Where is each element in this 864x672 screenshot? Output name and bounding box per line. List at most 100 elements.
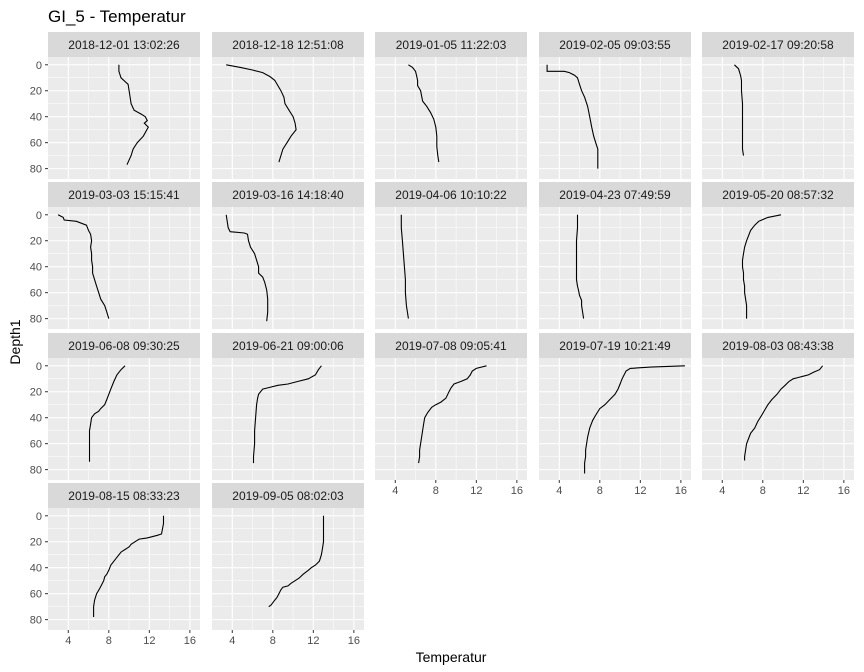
facet-panel: 2019-04-23 07:49:59 (539, 182, 691, 329)
panel-background (539, 207, 691, 329)
x-tick-label: 8 (433, 485, 439, 497)
facet-strip-label: 2019-07-08 09:05:41 (395, 339, 507, 353)
facet-strip-label: 2019-03-16 14:18:40 (232, 188, 344, 202)
facet-strip (702, 32, 854, 57)
facet-strip (48, 483, 200, 508)
facet-strip (48, 32, 200, 57)
panel-background (375, 57, 527, 179)
facet-strip-label: 2019-08-03 08:43:38 (722, 339, 834, 353)
facet-panel: 2019-02-17 09:20:58 (702, 32, 854, 179)
panel-background (48, 207, 200, 329)
y-tick-label: 20 (30, 236, 42, 248)
facet-strip (212, 483, 364, 508)
y-tick-label: 40 (30, 563, 42, 575)
y-tick-label: 20 (30, 387, 42, 399)
temperature-profile-line (252, 365, 322, 464)
facet-strip-label: 2019-06-08 09:30:25 (68, 339, 180, 353)
facet-panel: 2019-06-08 09:30:25 0 20 40 60 80 (30, 333, 200, 480)
x-tick-label: 16 (348, 635, 360, 647)
temperature-profile-line (741, 214, 782, 319)
x-tick-label: 4 (556, 485, 562, 497)
y-tick-label: 60 (30, 138, 42, 150)
x-tick-label: 8 (760, 485, 766, 497)
x-tick-label: 16 (511, 485, 523, 497)
facet-panel: 2019-08-15 08:33:23 0 20 40 60 80 4 8 12 16 (30, 483, 200, 647)
temperature-profile-line (546, 64, 599, 169)
facet-strip-label: 2019-02-05 09:03:55 (559, 38, 671, 52)
panel-background (375, 207, 527, 329)
y-tick-label: 60 (30, 288, 42, 300)
temperature-profile-line (400, 214, 409, 319)
y-tick-label: 80 (30, 465, 42, 477)
facet-panel: 2018-12-01 13:02:26 0 20 40 60 80 (30, 32, 200, 179)
y-tick-label: 40 (30, 413, 42, 425)
x-tick-label: 8 (270, 635, 276, 647)
facet-strip (375, 333, 527, 358)
panel-background (375, 358, 527, 480)
y-tick-label: 80 (30, 314, 42, 326)
x-tick-label: 16 (838, 485, 850, 497)
x-tick-label: 16 (675, 485, 687, 497)
facet-panel: 2019-08-03 08:43:38 4 8 12 16 (702, 333, 854, 497)
facet-strip (375, 32, 527, 57)
panel-background (702, 207, 854, 329)
temperature-profile-line (734, 64, 745, 156)
panel-background (702, 57, 854, 179)
facet-strip-label: 2019-08-15 08:33:23 (68, 489, 180, 503)
facet-strip (539, 333, 691, 358)
temperature-profile-line (584, 365, 685, 474)
y-tick-label: 40 (30, 262, 42, 274)
facet-strip-label: 2019-04-06 10:10:22 (395, 188, 507, 202)
facet-panel: 2019-04-06 10:10:22 (375, 182, 527, 329)
facet-strip (702, 182, 854, 207)
facet-strip (212, 32, 364, 57)
x-tick-label: 4 (719, 485, 725, 497)
facet-panel: 2019-07-08 09:05:41 4 8 12 16 (375, 333, 527, 497)
facet-strip-label: 2019-01-05 11:22:03 (396, 38, 507, 52)
temperature-profile-line (118, 64, 149, 165)
y-tick-label: 0 (36, 60, 42, 72)
facet-strip-label: 2019-07-19 10:21:49 (559, 339, 671, 353)
panel-background (539, 358, 691, 480)
panel-background (48, 358, 200, 480)
chart-title: GI_5 - Temperatur (48, 7, 186, 26)
y-tick-label: 20 (30, 537, 42, 549)
facet-strip-label: 2019-03-03 15:15:41 (68, 188, 180, 202)
y-tick-label: 60 (30, 439, 42, 451)
panel-background (702, 358, 854, 480)
panel-background (212, 358, 364, 480)
y-axis-title: Depth1 (7, 319, 23, 364)
temperature-profile-line (88, 365, 126, 462)
panel-background (48, 508, 200, 630)
temperature-profile-line (93, 515, 165, 617)
facet-panel: 2019-03-16 14:18:40 (212, 182, 364, 329)
y-tick-label: 20 (30, 86, 42, 98)
facet-strip-label: 2019-02-17 09:20:58 (722, 38, 834, 52)
facet-panel: 2019-05-20 08:57:32 (702, 182, 854, 329)
y-tick-label: 0 (36, 210, 42, 222)
x-tick-label: 4 (392, 485, 398, 497)
y-tick-label: 80 (30, 615, 42, 627)
temperature-profile-line (226, 64, 297, 163)
x-axis-title: Temperatur (416, 649, 487, 665)
panel-background (48, 57, 200, 179)
x-tick-label: 12 (307, 635, 319, 647)
panel-background (212, 508, 364, 630)
facet-panel: 2019-02-05 09:03:55 (539, 32, 691, 179)
x-tick-label: 12 (143, 635, 155, 647)
facet-strip-label: 2019-04-23 07:49:59 (559, 188, 671, 202)
panel-background (539, 57, 691, 179)
x-tick-label: 12 (634, 485, 646, 497)
facet-strip-label: 2018-12-18 12:51:08 (232, 38, 344, 52)
x-tick-label: 8 (597, 485, 603, 497)
y-tick-label: 40 (30, 112, 42, 124)
temperature-profile-line (268, 515, 325, 608)
facet-strip (212, 182, 364, 207)
x-tick-label: 4 (65, 635, 71, 647)
x-tick-label: 12 (470, 485, 482, 497)
facet-strip (375, 182, 527, 207)
facet-strip (48, 182, 200, 207)
facet-panel: 2019-06-21 09:00:06 (212, 333, 364, 480)
